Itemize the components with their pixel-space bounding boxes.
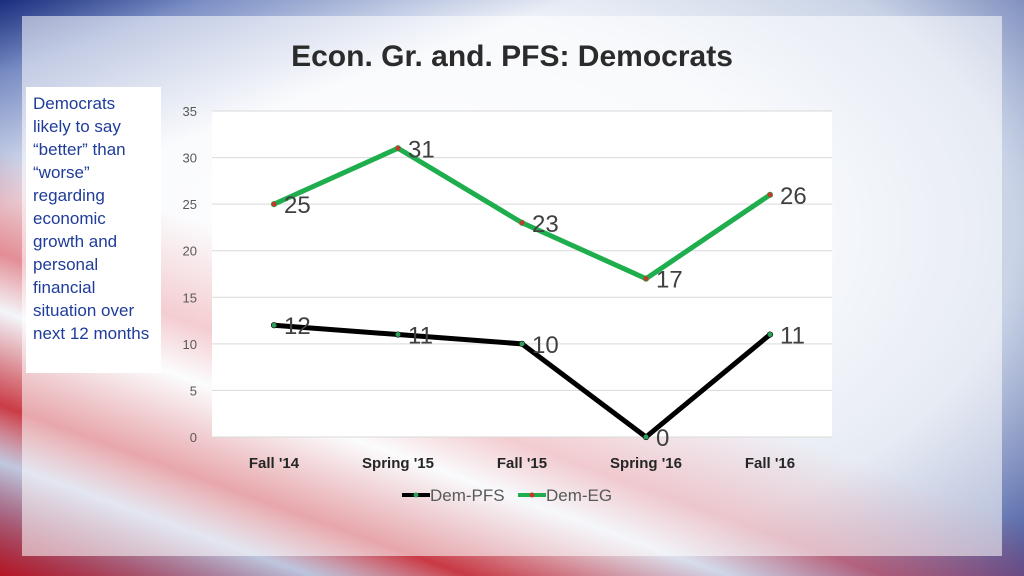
data-label: 11 — [408, 323, 433, 350]
y-tick-label: 10 — [183, 337, 197, 352]
data-point — [518, 340, 526, 347]
data-label: 25 — [284, 192, 311, 219]
y-tick-label: 15 — [183, 290, 197, 305]
y-tick-label: 30 — [183, 151, 197, 166]
data-label: 17 — [656, 267, 683, 294]
data-point — [766, 191, 774, 198]
data-label: 26 — [780, 183, 807, 210]
y-tick-label: 35 — [183, 104, 197, 119]
data-label: 10 — [532, 332, 559, 359]
legend-label: Dem-PFS — [430, 486, 505, 505]
legend-marker — [529, 492, 535, 498]
y-tick-label: 25 — [183, 197, 197, 212]
data-label: 31 — [408, 136, 435, 163]
y-tick-label: 20 — [183, 244, 197, 259]
data-label: 0 — [656, 425, 669, 452]
x-tick-label: Fall '16 — [745, 455, 795, 472]
x-tick-label: Spring '15 — [362, 455, 434, 472]
note-box: Democrats likely to say “better” than “w… — [26, 87, 161, 373]
y-tick-label: 0 — [190, 430, 197, 445]
slide-title: Econ. Gr. and. PFS: Democrats — [291, 40, 733, 73]
legend-label: Dem-EG — [546, 486, 612, 505]
data-point — [518, 219, 526, 226]
x-tick-label: Fall '14 — [249, 455, 300, 472]
data-label: 23 — [532, 211, 559, 238]
x-tick-label: Fall '15 — [497, 455, 547, 472]
data-label: 11 — [780, 323, 805, 350]
x-tick-label: Spring '16 — [610, 455, 682, 472]
data-point — [270, 201, 278, 208]
data-point — [642, 433, 650, 441]
plot-area — [212, 111, 832, 437]
data-point — [766, 331, 774, 338]
data-point — [270, 322, 278, 329]
data-point — [394, 331, 402, 338]
y-tick-label: 5 — [190, 383, 197, 398]
data-point — [394, 145, 402, 152]
data-label: 12 — [284, 313, 311, 340]
data-point — [642, 275, 650, 282]
legend-marker — [413, 492, 419, 498]
